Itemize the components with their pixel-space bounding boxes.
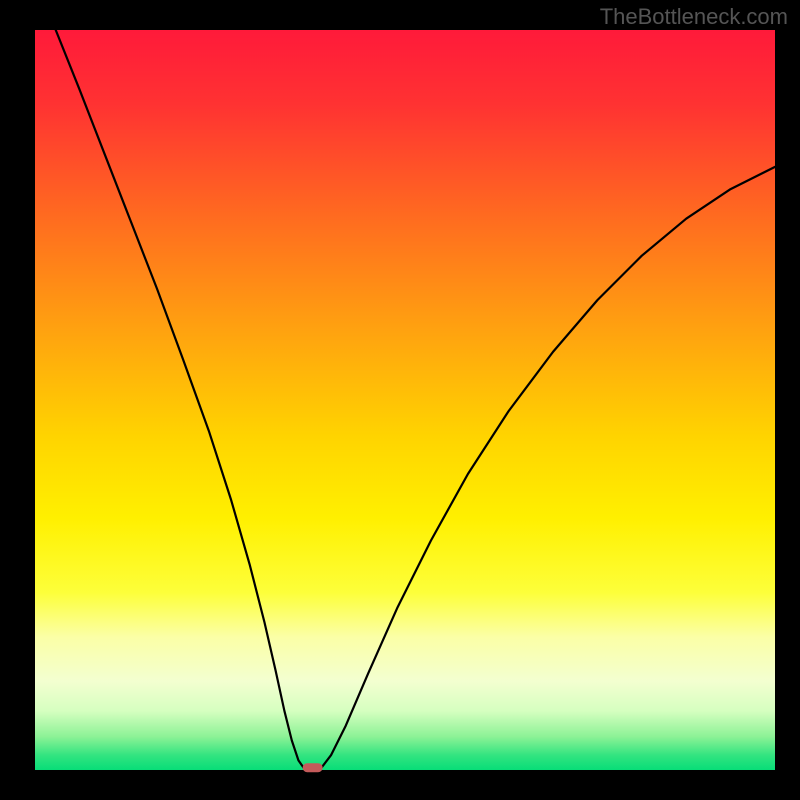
watermark-text: TheBottleneck.com bbox=[600, 4, 788, 30]
curve-right-branch bbox=[321, 167, 775, 768]
bottleneck-curve bbox=[35, 30, 775, 770]
optimal-marker bbox=[302, 763, 323, 773]
chart-frame: TheBottleneck.com bbox=[0, 0, 800, 800]
plot-area bbox=[35, 30, 775, 770]
curve-left-branch bbox=[56, 30, 304, 768]
